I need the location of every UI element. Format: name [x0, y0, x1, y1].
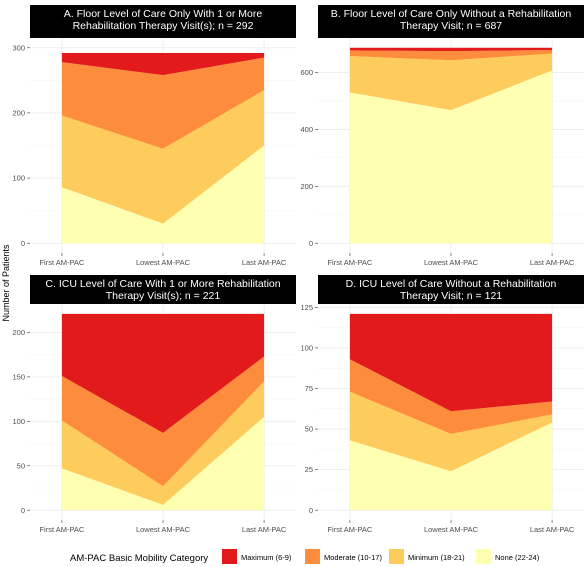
area-maximum-panel-a — [61, 52, 265, 76]
y-tick-label: 200 — [12, 328, 25, 337]
x-tick-label: First AM-PAC — [327, 258, 372, 267]
y-tick-label: 150 — [12, 373, 25, 382]
y-tick-label: 50 — [17, 461, 25, 470]
x-tick-label: First AM-PAC — [39, 258, 84, 267]
y-tick-label: 100 — [12, 417, 25, 426]
y-tick-label: 400 — [300, 125, 313, 134]
y-tick-label: 0 — [21, 239, 25, 248]
panels: A. Floor Level of Care Only With 1 or Mo… — [12, 5, 584, 534]
panel-a-title: A. Floor Level of Care Only With 1 or Mo… — [64, 8, 263, 32]
area-minimum-panel-d — [349, 391, 553, 472]
y-tick-label: 0 — [309, 506, 313, 515]
x-tick-label: Last AM-PAC — [530, 258, 575, 267]
x-tick-label: Lowest AM-PAC — [136, 525, 191, 534]
y-tick-label: 25 — [305, 465, 313, 474]
area-none-panel-d — [349, 422, 553, 511]
panel-b-title: B. Floor Level of Care Only Without a Re… — [331, 8, 572, 32]
area-minimum-panel-c — [61, 381, 265, 505]
panel-b-title-strip — [318, 5, 584, 38]
legend-title: AM-PAC Basic Mobility Category — [70, 553, 208, 564]
x-tick-label: Lowest AM-PAC — [424, 258, 479, 267]
area-none-panel-a — [61, 145, 265, 244]
x-tick-label: Lowest AM-PAC — [424, 525, 479, 534]
y-tick-label: 300 — [12, 43, 25, 52]
panel-b: B. Floor Level of Care Only Without a Re… — [300, 5, 584, 267]
x-tick-label: First AM-PAC — [327, 525, 372, 534]
panel-d-title-line: D. ICU Level of Care Without a Rehabilit… — [346, 278, 557, 290]
x-tick-label: Last AM-PAC — [530, 525, 575, 534]
y-tick-label: 50 — [305, 425, 313, 434]
legend-label-none: None (22-24) — [495, 553, 540, 562]
legend-label-minimum: Minimum (18-21) — [408, 553, 465, 562]
panel-b-title-line: B. Floor Level of Care Only Without a Re… — [331, 8, 572, 20]
panel-c: C. ICU Level of Care With 1 or More Reha… — [12, 275, 296, 534]
panel-a-title-strip — [30, 5, 296, 38]
panel-d-title-line: Therapy Visit; n = 121 — [400, 290, 502, 302]
panel-d-title: D. ICU Level of Care Without a Rehabilit… — [346, 278, 557, 302]
legend-swatch-maximum — [222, 549, 237, 564]
panel-c-title-strip — [30, 275, 296, 304]
area-minimum-panel-a — [61, 90, 265, 224]
area-moderate-panel-c — [61, 356, 265, 487]
area-minimum-panel-b — [349, 53, 553, 111]
panel-c-title: C. ICU Level of Care With 1 or More Reha… — [45, 278, 280, 302]
panel-a: A. Floor Level of Care Only With 1 or Mo… — [12, 5, 296, 267]
area-moderate-panel-b — [349, 50, 553, 61]
y-tick-label: 200 — [300, 182, 313, 191]
y-tick-label: 100 — [300, 343, 313, 352]
panel-a-title-line: Rehabilitation Therapy Visit(s); n = 292 — [73, 20, 254, 32]
panel-a-title-line: A. Floor Level of Care Only With 1 or Mo… — [64, 8, 263, 20]
panel-c-title-line: Therapy Visit(s); n = 221 — [106, 290, 221, 302]
x-tick-label: First AM-PAC — [39, 525, 84, 534]
x-tick-label: Lowest AM-PAC — [136, 258, 191, 267]
x-tick-label: Last AM-PAC — [242, 525, 287, 534]
area-moderate-panel-d — [349, 359, 553, 434]
area-none-panel-c — [61, 416, 265, 511]
area-none-panel-b — [349, 70, 553, 244]
panel-c-title-line: C. ICU Level of Care With 1 or More Reha… — [45, 278, 280, 290]
x-tick-label: Last AM-PAC — [242, 258, 287, 267]
y-tick-label: 75 — [305, 384, 313, 393]
y-tick-label: 125 — [300, 303, 313, 312]
panel-b-title-line: Therapy Visit; n = 687 — [400, 20, 502, 32]
panel-d: D. ICU Level of Care Without a Rehabilit… — [300, 275, 584, 534]
legend: AM-PAC Basic Mobility Category Maximum (… — [70, 549, 540, 564]
y-tick-label: 600 — [300, 68, 313, 77]
y-tick-label: 200 — [12, 109, 25, 118]
legend-swatch-moderate — [305, 549, 320, 564]
panel-d-title-strip — [318, 275, 584, 304]
legend-swatch-minimum — [389, 549, 404, 564]
legend-swatch-none — [476, 549, 491, 564]
y-axis-title: Number of Patients — [1, 244, 11, 322]
area-maximum-panel-c — [61, 313, 265, 433]
y-tick-label: 0 — [21, 506, 25, 515]
area-maximum-panel-b — [349, 47, 553, 52]
legend-label-moderate: Moderate (10-17) — [324, 553, 382, 562]
y-tick-label: 0 — [309, 239, 313, 248]
area-moderate-panel-a — [61, 57, 265, 149]
area-maximum-panel-d — [349, 313, 553, 412]
legend-label-maximum: Maximum (6-9) — [241, 553, 292, 562]
y-tick-label: 100 — [12, 174, 25, 183]
